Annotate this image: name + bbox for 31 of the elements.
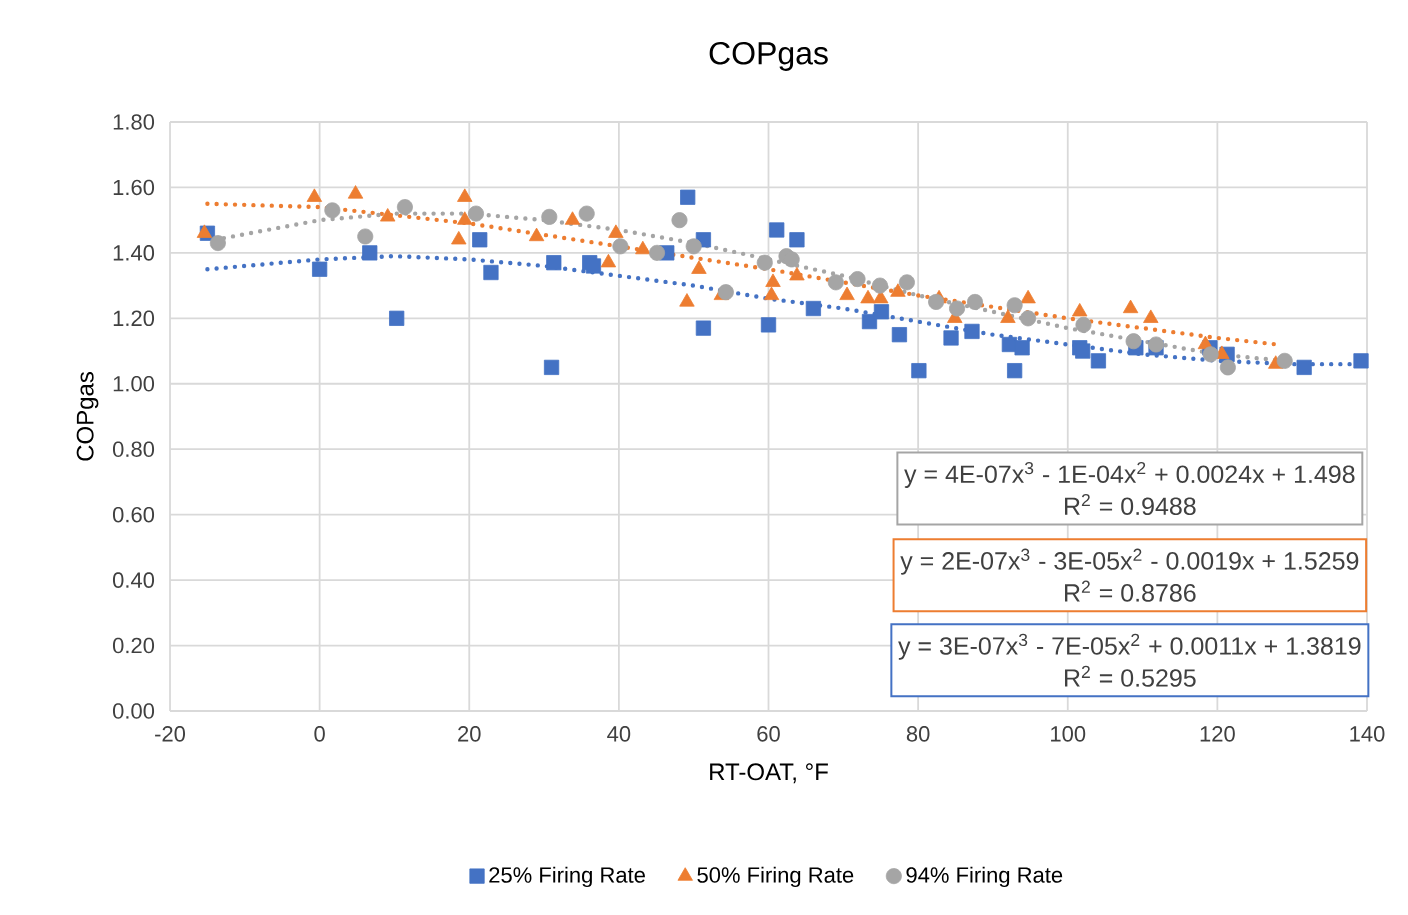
legend-label: 50% Firing Rate bbox=[697, 866, 854, 888]
y-tick-label: 0.20 bbox=[112, 637, 155, 654]
y-tick-label: 1.80 bbox=[113, 114, 155, 130]
y-tick-label: 0.40 bbox=[112, 572, 155, 588]
annotation: y = 4E-07x$^{3}$ - 1E-04x$^{2}$ + 0.0024x + 1.498 bbox=[904, 461, 1355, 488]
annotation: R$^{2}$ = 0.9488 bbox=[1065, 493, 1196, 516]
x-tick-label: 40 bbox=[607, 726, 631, 742]
legend-label: 25% Firing Rate bbox=[489, 866, 645, 888]
y-tick-label: 0.60 bbox=[112, 506, 155, 523]
x-tick-label: 100 bbox=[1051, 726, 1086, 742]
y-tick-label: 1.40 bbox=[113, 245, 155, 261]
y-tick-label: 1.00 bbox=[113, 376, 155, 392]
x-tick-label: -20 bbox=[155, 726, 186, 742]
legend-label: 94% Firing Rate bbox=[906, 866, 1063, 888]
chart-title: COPgas bbox=[709, 41, 828, 71]
x-tick-label: 80 bbox=[906, 726, 930, 742]
x-tick-label: 20 bbox=[458, 726, 481, 742]
x-axis-title: RT-OAT, °F bbox=[710, 763, 828, 784]
x-tick-label: 140 bbox=[1350, 726, 1385, 742]
y-tick-label: 0.00 bbox=[112, 703, 155, 719]
annotation: R$^{2}$ = 0.8786 bbox=[1065, 580, 1196, 602]
y-axis-title: COPgas bbox=[76, 372, 99, 461]
x-tick-label: 120 bbox=[1200, 726, 1235, 742]
annotation: y = 3E-07x$^{3}$ - 7E-05x$^{2}$ + 0.0011x + 1.3819 bbox=[898, 633, 1361, 660]
y-tick-label: 1.20 bbox=[113, 310, 155, 327]
annotation: R$^{2}$ = 0.5295 bbox=[1065, 665, 1196, 687]
x-tick-label: 60 bbox=[757, 726, 780, 742]
x-tick-label: 0 bbox=[314, 726, 325, 742]
annotation: y = 2E-07x$^{3}$ - 3E-05x$^{2}$ - 0.0019x + 1.5259 bbox=[900, 548, 1359, 575]
y-tick-label: 0.80 bbox=[112, 441, 155, 457]
y-tick-label: 1.60 bbox=[113, 179, 155, 196]
